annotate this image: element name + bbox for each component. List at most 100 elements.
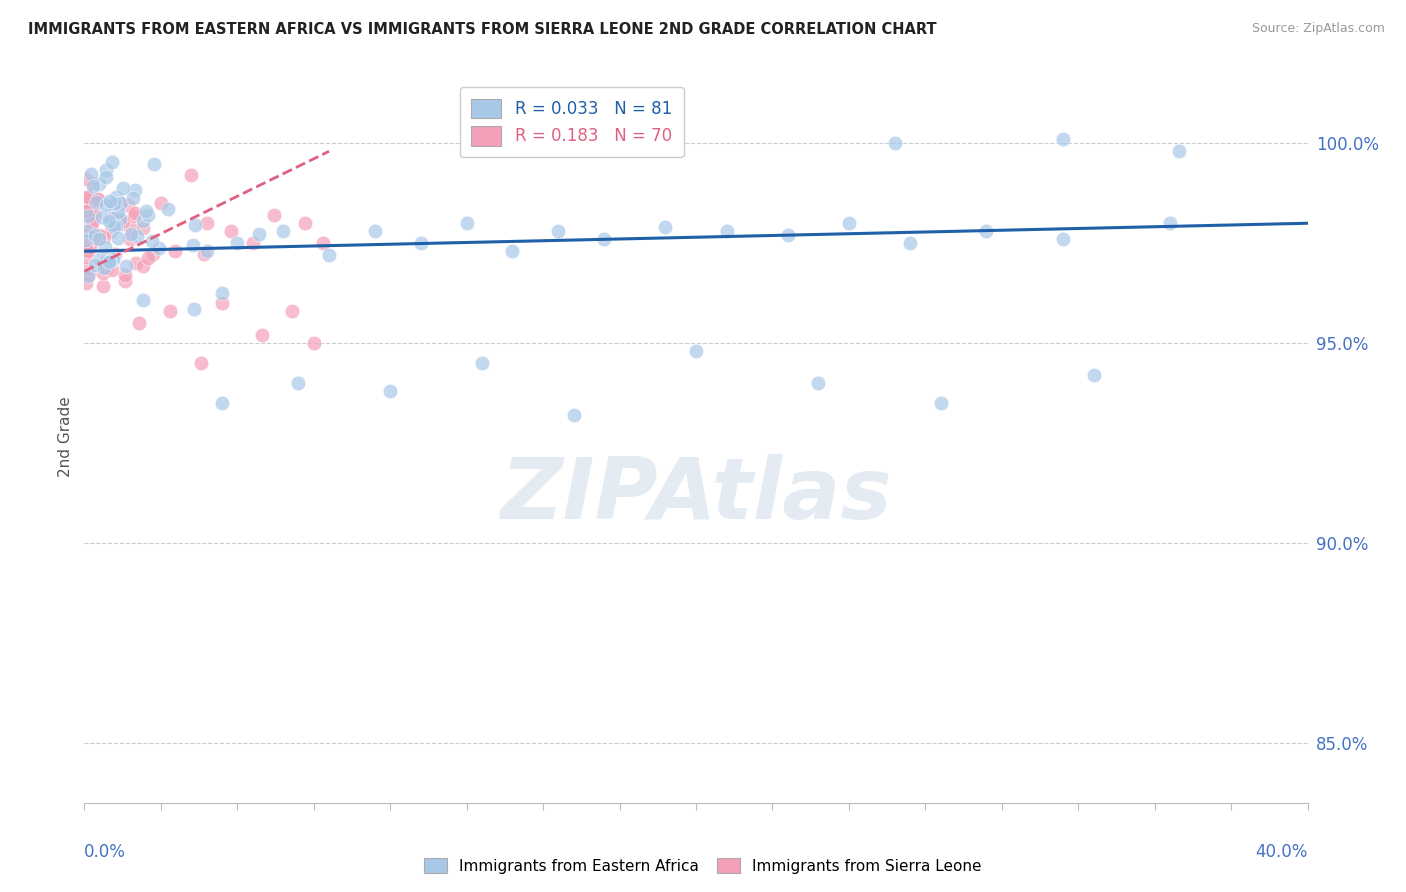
- Point: [76, 224, 98, 238]
- Point: [409, 236, 432, 251]
- Point: [1159, 216, 1181, 230]
- Point: [380, 384, 402, 398]
- Point: [242, 236, 264, 251]
- Point: [120, 227, 142, 242]
- Text: IMMIGRANTS FROM EASTERN AFRICA VS IMMIGRANTS FROM SIERRA LEONE 2ND GRADE CORRELA: IMMIGRANTS FROM EASTERN AFRICA VS IMMIGR…: [28, 22, 936, 37]
- Point: [183, 218, 205, 232]
- Point: [456, 216, 478, 230]
- Point: [181, 237, 204, 252]
- Point: [105, 219, 128, 234]
- Point: [118, 232, 141, 246]
- Point: [75, 190, 97, 204]
- Point: [142, 157, 165, 171]
- Point: [211, 296, 233, 310]
- Point: [114, 274, 136, 288]
- Point: [86, 194, 108, 209]
- Legend: R = 0.033   N = 81, R = 0.183   N = 70: R = 0.033 N = 81, R = 0.183 N = 70: [460, 87, 683, 157]
- Point: [98, 254, 121, 268]
- Point: [103, 197, 125, 211]
- Point: [79, 238, 101, 252]
- Point: [122, 191, 145, 205]
- Point: [156, 202, 179, 216]
- Point: [75, 172, 97, 186]
- Point: [75, 261, 97, 276]
- Point: [287, 376, 309, 391]
- Point: [75, 250, 97, 264]
- Point: [86, 193, 108, 207]
- Point: [562, 408, 585, 422]
- Point: [75, 237, 97, 252]
- Point: [75, 227, 97, 241]
- Point: [180, 169, 202, 183]
- Point: [183, 302, 205, 317]
- Point: [84, 196, 107, 211]
- Point: [547, 224, 569, 238]
- Point: [101, 252, 124, 266]
- Point: [108, 211, 131, 226]
- Point: [77, 267, 100, 281]
- Point: [685, 344, 707, 359]
- Point: [93, 260, 115, 275]
- Point: [502, 244, 524, 259]
- Point: [107, 231, 129, 245]
- Point: [84, 258, 107, 272]
- Point: [190, 356, 212, 370]
- Point: [87, 193, 110, 207]
- Point: [141, 234, 163, 248]
- Point: [136, 251, 159, 265]
- Point: [83, 208, 105, 222]
- Point: [110, 197, 132, 211]
- Point: [89, 252, 111, 267]
- Point: [82, 213, 104, 227]
- Point: [89, 232, 111, 246]
- Point: [142, 247, 165, 261]
- Point: [82, 211, 104, 225]
- Point: [211, 396, 233, 410]
- Point: [929, 396, 952, 410]
- Y-axis label: 2nd Grade: 2nd Grade: [58, 397, 73, 477]
- Point: [93, 229, 115, 244]
- Point: [883, 136, 905, 151]
- Text: 0.0%: 0.0%: [84, 843, 127, 861]
- Point: [132, 259, 155, 273]
- Point: [135, 204, 157, 219]
- Point: [471, 356, 494, 370]
- Point: [96, 261, 118, 276]
- Point: [1052, 132, 1074, 146]
- Point: [112, 214, 135, 228]
- Point: [75, 202, 97, 217]
- Point: [91, 278, 114, 293]
- Point: [101, 155, 124, 169]
- Text: Source: ZipAtlas.com: Source: ZipAtlas.com: [1251, 22, 1385, 36]
- Point: [117, 197, 139, 211]
- Point: [94, 240, 117, 254]
- Point: [776, 228, 799, 243]
- Point: [128, 316, 150, 330]
- Point: [124, 205, 146, 219]
- Point: [77, 210, 100, 224]
- Point: [103, 211, 125, 225]
- Point: [77, 204, 100, 219]
- Point: [132, 221, 155, 235]
- Point: [124, 183, 146, 197]
- Legend: Immigrants from Eastern Africa, Immigrants from Sierra Leone: Immigrants from Eastern Africa, Immigran…: [418, 852, 988, 880]
- Point: [100, 211, 122, 225]
- Point: [89, 227, 111, 242]
- Point: [263, 208, 285, 222]
- Point: [1083, 368, 1105, 383]
- Point: [122, 209, 145, 223]
- Point: [716, 224, 738, 238]
- Point: [80, 167, 103, 181]
- Point: [807, 376, 830, 391]
- Text: 40.0%: 40.0%: [1256, 843, 1308, 861]
- Point: [104, 196, 127, 211]
- Text: ZIPAtlas: ZIPAtlas: [501, 454, 891, 537]
- Point: [124, 255, 146, 269]
- Point: [149, 196, 172, 211]
- Point: [96, 162, 118, 177]
- Point: [364, 224, 387, 238]
- Point: [75, 276, 97, 290]
- Point: [76, 269, 98, 284]
- Point: [125, 228, 148, 243]
- Point: [271, 224, 294, 238]
